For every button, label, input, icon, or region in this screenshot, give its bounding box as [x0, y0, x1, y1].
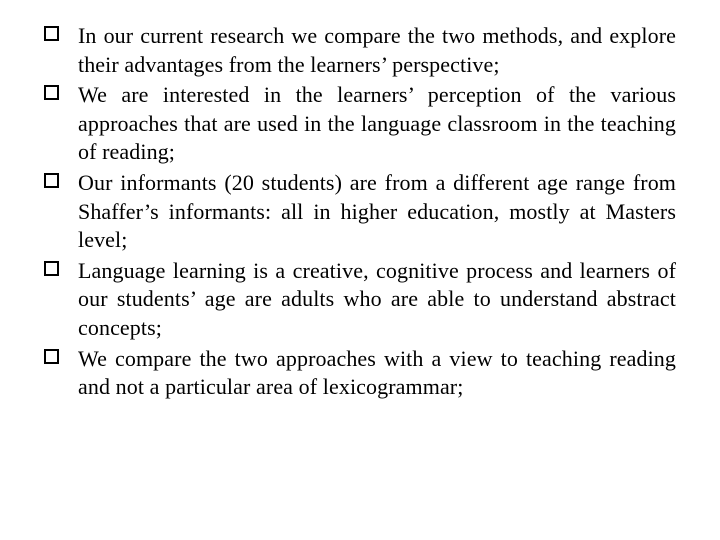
list-item: In our current research we compare the t…: [44, 22, 676, 79]
square-bullet-icon: [44, 26, 59, 41]
square-bullet-icon: [44, 349, 59, 364]
list-item: Our informants (20 students) are from a …: [44, 169, 676, 255]
square-bullet-icon: [44, 173, 59, 188]
slide: In our current research we compare the t…: [0, 0, 720, 540]
list-item-text: In our current research we compare the t…: [78, 23, 676, 77]
list-item-text: Language learning is a creative, cogniti…: [78, 258, 676, 340]
square-bullet-icon: [44, 261, 59, 276]
list-item: Language learning is a creative, cogniti…: [44, 257, 676, 343]
list-item-text: Our informants (20 students) are from a …: [78, 170, 676, 252]
square-bullet-icon: [44, 85, 59, 100]
list-item-text: We are interested in the learners’ perce…: [78, 82, 676, 164]
bullet-list: In our current research we compare the t…: [44, 22, 676, 402]
list-item: We are interested in the learners’ perce…: [44, 81, 676, 167]
list-item: We compare the two approaches with a vie…: [44, 345, 676, 402]
list-item-text: We compare the two approaches with a vie…: [78, 346, 676, 400]
